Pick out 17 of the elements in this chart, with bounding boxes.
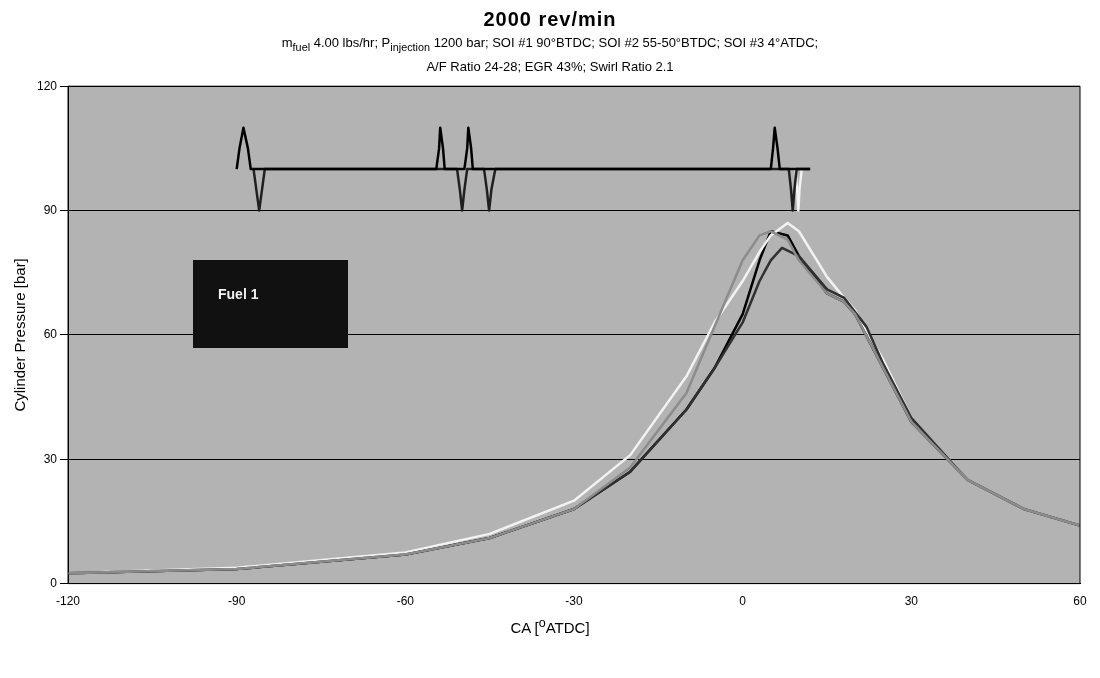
x-tick-label: -90: [228, 593, 246, 608]
y-tick-label: 30: [43, 451, 58, 466]
x-tick-label: 0: [739, 593, 747, 608]
y-axis-title: Cylinder Pressure [bar]: [11, 257, 29, 412]
legend-panel: Fuel 1: [193, 259, 348, 348]
x-tick-label: -30: [565, 593, 584, 608]
chart-subtitle: m$_{fuel}$ 4.00 lbs/hr; P$_{injection}$ 1200 bar; SOI #1 90°BTDC; SOI #2 55-50°BTDC; SOI #3 4°ATDC; A/F Ratio 24-28; EGR 43%; Swirl Ratio 2.1: [280, 34, 820, 76]
chart-title: 2000 rev/min: [482, 8, 618, 31]
x-tick-label: 30: [904, 593, 919, 608]
y-tick-label: 120: [36, 78, 58, 93]
x-tick-label: -120: [56, 593, 81, 608]
x-axis-title: CA [$^{o}$ATDC]: [509, 615, 591, 636]
x-tick-label: 60: [1073, 593, 1087, 608]
y-tick-label: 90: [43, 202, 58, 217]
x-tick-label: -60: [396, 593, 415, 608]
y-tick-label: 0: [50, 575, 58, 590]
y-tick-label: 60: [43, 326, 58, 341]
